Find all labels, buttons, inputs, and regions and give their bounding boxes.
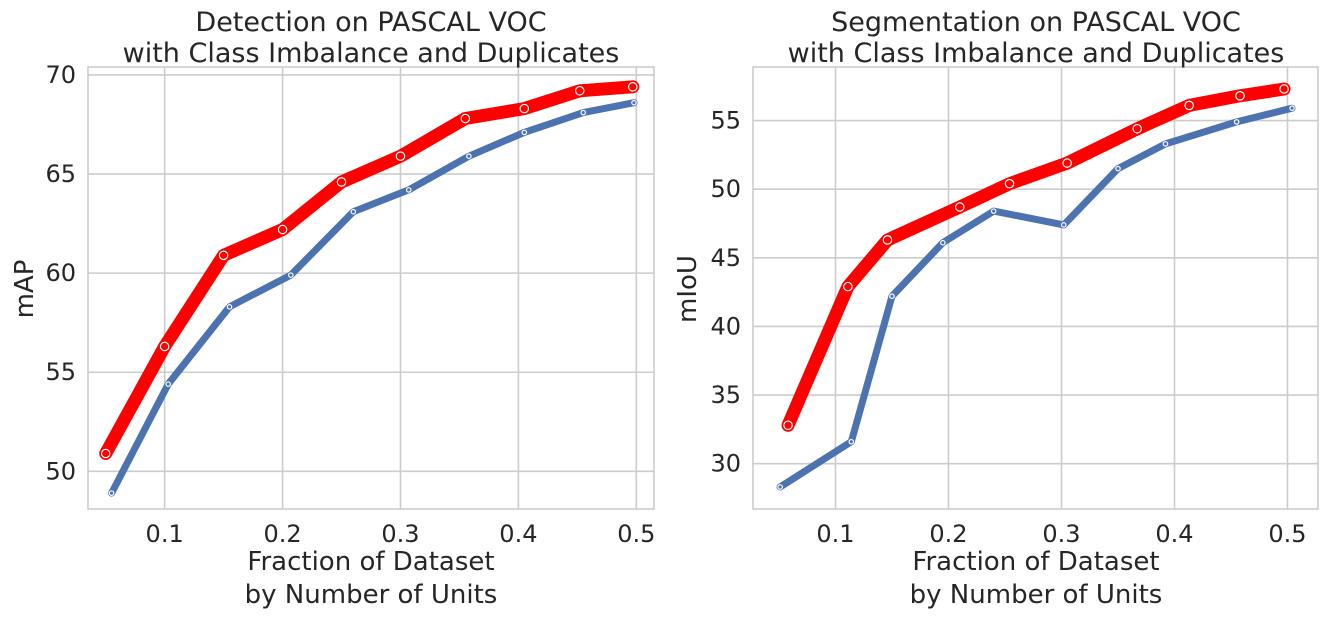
segmentation-blue-data-point: [777, 484, 783, 490]
detection-title-line2: with Class Imbalance and Duplicates: [123, 38, 620, 69]
detection-y-tick-label: 60: [45, 259, 76, 287]
segmentation-x-tick-label: 0.5: [1268, 520, 1306, 548]
segmentation-blue-data-point: [1115, 165, 1121, 172]
segmentation-title-line1: Segmentation on PASCAL VOC: [831, 7, 1241, 38]
segmentation-red-data-point: [1184, 100, 1194, 111]
segmentation-blue-data-point: [990, 208, 997, 214]
detection-blue-data-point: [521, 129, 528, 136]
segmentation-y-tick-label: 50: [710, 175, 741, 203]
detection-y-tick-label: 65: [45, 160, 76, 188]
detection-red-data-point: [460, 113, 471, 124]
detection-red-data-point: [627, 82, 638, 92]
segmentation-red-data-point: [1004, 178, 1015, 189]
segmentation-red-data-point: [843, 281, 853, 292]
segmentation-red-data-point: [1279, 84, 1289, 94]
detection-x-tick-label: 0.4: [499, 520, 537, 548]
segmentation-blue-data-point: [848, 438, 855, 445]
detection-red-data-point: [336, 177, 347, 187]
detection-y-tick-label: 50: [45, 457, 76, 485]
detection-xlabel-line2: by Number of Units: [245, 580, 498, 610]
detection-title-line1: Detection on PASCAL VOC: [195, 7, 546, 38]
detection-red-data-point: [159, 341, 170, 352]
segmentation-gridlines: [752, 66, 1319, 510]
detection-ylabel: mAP: [10, 260, 40, 319]
detection-blue-data-point: [226, 304, 233, 310]
detection-blue-data-point: [350, 208, 357, 215]
segmentation-x-tick-label: 0.4: [1155, 520, 1193, 548]
detection-blue-data-point: [288, 272, 294, 278]
detection-y-tick-label: 55: [45, 358, 76, 386]
detection-blue-data-point: [165, 381, 171, 387]
detection-red-data-point: [100, 448, 111, 459]
detection-x-tick-label: 0.5: [617, 520, 655, 548]
segmentation-red-series-line: [781, 82, 1291, 432]
detection-x-tick-label: 0.3: [381, 520, 419, 548]
detection-blue-data-point: [580, 109, 587, 116]
detection-red-data-point: [395, 151, 406, 161]
segmentation-x-tick-label: 0.3: [1042, 520, 1080, 548]
detection-plot-frame: [87, 66, 655, 510]
detection-xlabel-line1: Fraction of Dataset: [247, 547, 494, 577]
segmentation-ylabel: mIoU: [673, 255, 703, 323]
segmentation-blue-data-point: [1060, 222, 1067, 228]
detection-x-tick-label: 0.1: [146, 520, 184, 548]
detection-panel: Detection on PASCAL VOC with Class Imbal…: [10, 7, 655, 610]
segmentation-red-data-point: [882, 235, 893, 245]
segmentation-y-tick-label: 55: [710, 107, 741, 135]
segmentation-blue-data-point: [1162, 141, 1169, 147]
detection-blue-data-point: [405, 187, 412, 193]
segmentation-red-data-point: [783, 420, 793, 431]
segmentation-x-tick-label: 0.2: [929, 520, 967, 548]
segmentation-red-data-point: [1235, 91, 1245, 101]
segmentation-xlabel-line2: by Number of Units: [910, 580, 1163, 610]
segmentation-y-tick-label: 30: [710, 450, 741, 478]
detection-blue-data-point: [466, 153, 472, 159]
segmentation-blue-series-line: [776, 104, 1296, 491]
segmentation-x-tick-label: 0.1: [816, 520, 854, 548]
detection-blue-series-line: [108, 99, 638, 497]
detection-x-tick-label: 0.2: [263, 520, 301, 548]
detection-red-data-point: [519, 103, 530, 114]
segmentation-y-tick-label: 35: [710, 381, 741, 409]
detection-red-data-point: [574, 85, 585, 96]
detection-gridlines: [87, 66, 655, 510]
segmentation-panel: Segmentation on PASCAL VOC with Class Im…: [673, 7, 1319, 610]
detection-blue-data-point: [631, 99, 637, 106]
segmentation-blue-data-point: [1289, 105, 1295, 111]
segmentation-red-data-point: [1132, 123, 1142, 134]
segmentation-red-data-point: [1062, 158, 1072, 168]
segmentation-y-tick-label: 40: [710, 312, 741, 340]
segmentation-blue-data-point: [940, 239, 946, 246]
detection-red-data-point: [218, 250, 229, 261]
segmentation-title-line2: with Class Imbalance and Duplicates: [788, 38, 1285, 69]
detection-blue-data-point: [108, 490, 115, 496]
detection-red-data-point: [277, 224, 288, 235]
segmentation-blue-data-point: [889, 293, 895, 300]
segmentation-red-data-point: [954, 202, 965, 212]
detection-y-tick-label: 70: [45, 61, 76, 89]
segmentation-blue-data-point: [1233, 119, 1240, 125]
segmentation-y-tick-label: 45: [710, 244, 741, 272]
segmentation-plot-frame: [752, 66, 1319, 510]
segmentation-xlabel-line1: Fraction of Dataset: [912, 547, 1159, 577]
detection-red-series-line: [99, 80, 640, 460]
